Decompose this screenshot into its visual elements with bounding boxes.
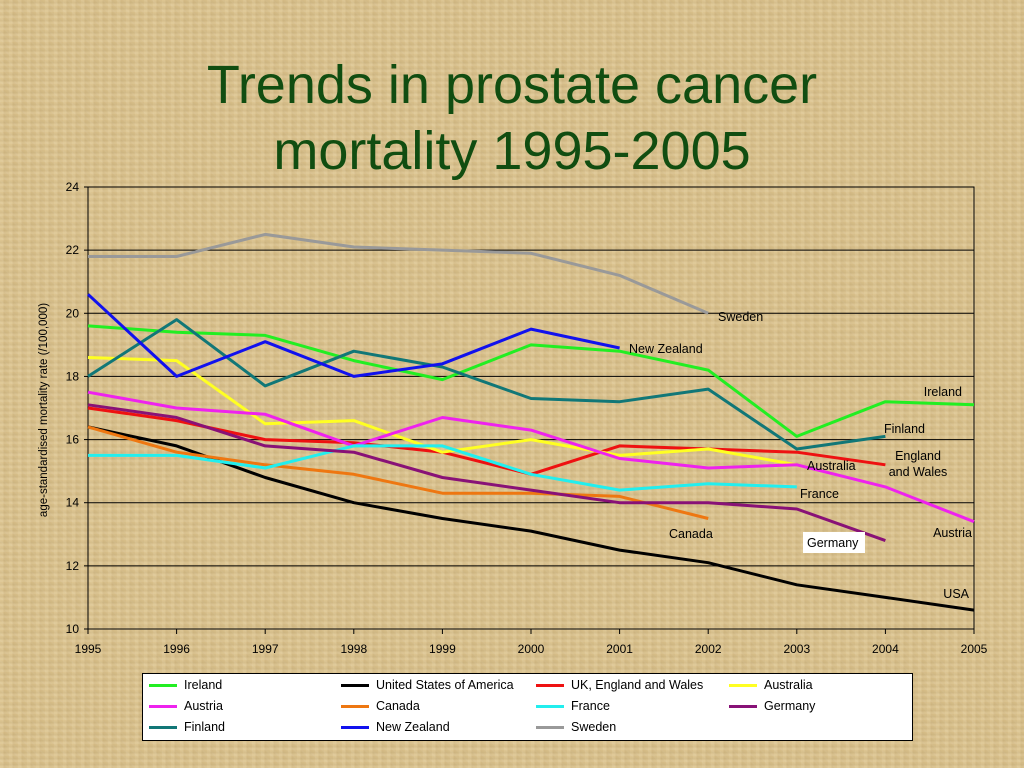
- legend-label: Australia: [764, 678, 813, 692]
- series-line-canada: [87, 425, 709, 520]
- series-line-finland: [87, 318, 886, 451]
- y-tick-label: 24: [66, 180, 80, 194]
- legend-label: Canada: [376, 699, 420, 713]
- x-tick-label: 2005: [961, 642, 988, 656]
- series-line-ireland: [87, 324, 975, 438]
- y-axis-ticks: 10 12 14 16 18 20 22 24: [66, 180, 88, 636]
- series-line-new-zealand: [86, 293, 620, 378]
- x-tick-label: 2001: [606, 642, 633, 656]
- legend-item: Finland: [149, 718, 225, 736]
- legend-label: New Zealand: [376, 720, 450, 734]
- legend-item: Australia: [729, 676, 813, 694]
- legend-item: Ireland: [149, 676, 222, 694]
- series-lines: [86, 232, 975, 612]
- y-tick-label: 16: [66, 433, 80, 447]
- x-tick-label: 1999: [429, 642, 456, 656]
- annotation-sweden: Sweden: [718, 310, 763, 324]
- series-line-uk-england-and-wales: [87, 406, 886, 476]
- annotation-germany: Germany: [807, 536, 859, 550]
- series-line-germany: [87, 403, 886, 543]
- annotation-france: France: [800, 487, 839, 501]
- legend-swatch: [149, 725, 177, 729]
- legend-label: Finland: [184, 720, 225, 734]
- legend-swatch: [341, 704, 369, 708]
- legend-label: United States of America: [376, 678, 514, 692]
- page-title: Trends in prostate cancer mortality 1995…: [0, 52, 1024, 184]
- x-tick-label: 1995: [75, 642, 102, 656]
- legend-swatch: [341, 683, 369, 687]
- chart-legend: Ireland United States of America UK, Engla…: [142, 673, 913, 741]
- annotation-england-and-wales: England and Wales: [889, 449, 948, 479]
- annotation-finland: Finland: [884, 422, 925, 436]
- legend-item: France: [536, 697, 610, 715]
- x-tick-label: 2003: [783, 642, 810, 656]
- x-tick-label: 1998: [340, 642, 367, 656]
- y-tick-label: 14: [66, 496, 80, 510]
- legend-label: Germany: [764, 699, 816, 713]
- legend-swatch: [536, 725, 564, 729]
- x-tick-label: 1997: [252, 642, 279, 656]
- series-line-sweden: [88, 232, 709, 315]
- y-tick-label: 20: [66, 306, 80, 320]
- legend-swatch: [149, 704, 177, 708]
- annotation-ireland: Ireland: [924, 385, 962, 399]
- legend-item: Sweden: [536, 718, 616, 736]
- x-tick-label: 2000: [518, 642, 545, 656]
- legend-item: UK, England and Wales: [536, 676, 703, 694]
- legend-swatch: [729, 683, 757, 687]
- legend-item: United States of America: [341, 676, 514, 694]
- legend-swatch: [536, 683, 564, 687]
- y-axis-label: age-standardised mortality rate (/100,00…: [38, 303, 50, 517]
- page-title-line-2: mortality 1995-2005: [273, 121, 751, 181]
- annotation-austria: Austria: [933, 526, 972, 540]
- legend-label: Sweden: [571, 720, 617, 734]
- legend-swatch: [149, 683, 177, 687]
- annotation-germany-box: [803, 532, 865, 553]
- annotation-australia: Australia: [807, 459, 856, 473]
- x-tick-label: 1996: [163, 642, 190, 656]
- legend-swatch: [536, 704, 564, 708]
- page-title-line-1: Trends in prostate cancer: [206, 55, 818, 115]
- series-line-austria: [87, 390, 975, 524]
- series-line-australia: [87, 356, 798, 467]
- legend-label: UK, England and Wales: [571, 678, 704, 692]
- y-tick-label: 22: [66, 243, 80, 257]
- series-annotations: Sweden New Zealand Ireland Finland England an…: [629, 310, 972, 601]
- legend-item: Austria: [149, 697, 223, 715]
- annotation-new-zealand: New Zealand: [629, 342, 703, 356]
- series-line-france: [88, 444, 797, 492]
- legend-swatch: [729, 704, 757, 708]
- gridlines: [88, 249, 974, 567]
- annotation-canada: Canada: [669, 527, 713, 541]
- legend-label: France: [571, 699, 610, 713]
- legend-label: Ireland: [184, 678, 223, 692]
- y-tick-label: 12: [66, 559, 80, 573]
- legend-item: Canada: [341, 697, 420, 715]
- series-line-united-states-of-america: [87, 425, 975, 612]
- y-tick-label: 10: [66, 622, 80, 636]
- legend-item: New Zealand: [341, 718, 450, 736]
- x-axis-ticks: 1995 1996 1997 1998 1999 2000 2001 2002 2003 2004…: [75, 629, 988, 656]
- legend-label: Austria: [184, 699, 223, 713]
- legend-item: Germany: [729, 697, 815, 715]
- legend-swatch: [341, 725, 369, 729]
- x-tick-label: 2002: [695, 642, 722, 656]
- annotation-usa: USA: [943, 587, 969, 601]
- x-tick-label: 2004: [872, 642, 899, 656]
- y-tick-label: 18: [66, 369, 80, 383]
